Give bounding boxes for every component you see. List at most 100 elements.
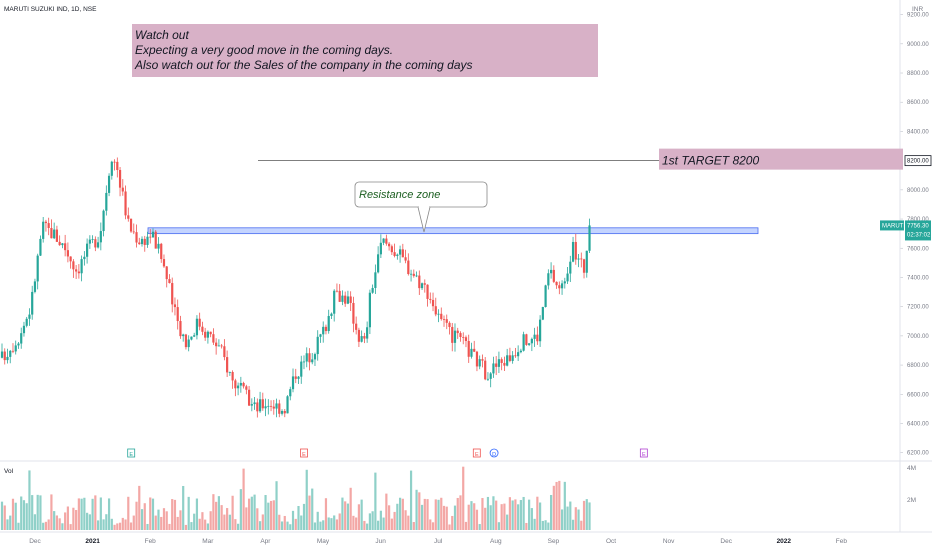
volume-bars-group[interactable] — [0, 466, 591, 530]
x-tick-label: 2021 — [85, 538, 100, 545]
volume-bar — [291, 510, 295, 530]
candle-body — [300, 361, 303, 377]
candle-body — [377, 254, 380, 273]
watch-out-note-box[interactable] — [132, 24, 598, 77]
volume-label: Vol — [4, 468, 14, 475]
candle-body — [247, 389, 251, 406]
symbol-tag[interactable] — [880, 220, 904, 231]
candle-body — [267, 405, 270, 407]
candle-body — [237, 385, 240, 389]
candle-body — [566, 273, 569, 282]
volume-bar — [223, 514, 226, 530]
candle-body — [135, 232, 138, 243]
volume-bar — [272, 500, 275, 530]
candle-body — [278, 403, 281, 414]
candle-body — [33, 281, 37, 292]
candle-body — [489, 373, 492, 379]
x-tick-label: Jun — [375, 538, 386, 545]
candle-body — [14, 345, 17, 352]
candle-body — [118, 169, 122, 188]
volume-bar — [220, 505, 223, 530]
candle-body — [86, 243, 89, 257]
candle-body — [415, 275, 418, 277]
volume-bar — [544, 520, 547, 530]
candle-body — [173, 304, 177, 308]
volume-bar — [88, 514, 91, 530]
resistance-zone-label: Resistance zone — [359, 189, 440, 201]
candle-body — [371, 287, 374, 293]
candle-body — [580, 258, 583, 260]
target-price-tag[interactable] — [904, 155, 932, 167]
volume-bar — [195, 498, 199, 530]
candle-body — [223, 346, 226, 358]
price-axis[interactable]: 9200.00 9000.00 8800.00 8600.00 8400.00 8200.… — [900, 13, 929, 457]
volume-bar — [464, 521, 468, 530]
candle-body — [42, 221, 45, 239]
y-tick-label: 8400.00 — [907, 129, 929, 135]
volume-bar — [508, 497, 512, 530]
candle-body — [190, 336, 193, 340]
candle-body — [66, 250, 69, 257]
volume-bar — [547, 522, 550, 530]
candle-body — [75, 269, 78, 272]
candle-body — [478, 359, 481, 367]
candle-body — [116, 161, 119, 170]
candle-body — [327, 315, 330, 332]
candle-body — [127, 215, 130, 219]
volume-bar — [151, 498, 155, 530]
volume-bar — [102, 519, 105, 530]
candle-body — [569, 261, 572, 274]
volume-bar — [456, 497, 459, 530]
volume-bar — [473, 503, 476, 530]
candle-body — [138, 242, 141, 245]
target-price-tag-text: 8200.00 — [907, 159, 929, 165]
event-marker-letter: E — [642, 452, 646, 458]
candle-body — [269, 405, 273, 407]
volume-bar — [525, 522, 528, 530]
volume-bar — [360, 499, 363, 530]
volume-bar — [530, 508, 533, 530]
candle-body — [533, 334, 536, 339]
candle-body — [55, 229, 59, 242]
earnings-marker[interactable] — [472, 448, 481, 458]
event-marker-letter: E — [129, 452, 133, 458]
volume-bar — [168, 523, 171, 530]
last-price-tag[interactable] — [905, 220, 931, 241]
time-axis[interactable]: Dec 2021 Feb Mar Apr May Jun Jul Aug Sep Oct Nov Dec… — [29, 538, 847, 545]
x-tick-label: Dec — [720, 538, 732, 545]
dividend-marker[interactable] — [489, 448, 499, 458]
volume-bar — [212, 494, 215, 530]
candle-body — [470, 348, 473, 357]
candle-body — [393, 252, 396, 256]
x-tick-label: Aug — [490, 538, 502, 545]
earnings-marker[interactable] — [639, 448, 648, 458]
volume-bar — [429, 519, 432, 530]
earnings-marker[interactable] — [300, 448, 308, 458]
volume-bar — [566, 506, 569, 530]
candle-body — [96, 242, 100, 248]
candle-body — [157, 243, 160, 249]
candle-body — [132, 231, 135, 233]
candle-body — [253, 402, 256, 405]
y-tick-label: 8600.00 — [907, 100, 929, 106]
target-note-box[interactable] — [659, 148, 903, 170]
x-tick-label: Feb — [145, 538, 157, 545]
volume-bar — [105, 514, 108, 530]
y-tick-label: 7400.00 — [907, 275, 929, 281]
candle-body — [113, 161, 116, 163]
candle-body — [409, 273, 413, 275]
candles-group[interactable] — [0, 157, 591, 418]
volume-bar — [431, 522, 435, 530]
volume-bar — [563, 481, 566, 530]
volume-bar — [14, 502, 17, 530]
volume-bar — [245, 507, 248, 530]
earnings-marker[interactable] — [127, 448, 136, 458]
volume-bar — [42, 522, 45, 530]
resistance-zone-rect[interactable] — [147, 227, 759, 235]
candle-body — [280, 411, 284, 414]
resistance-callout[interactable]: Resistance zone — [354, 181, 488, 233]
candle-body — [187, 339, 190, 348]
